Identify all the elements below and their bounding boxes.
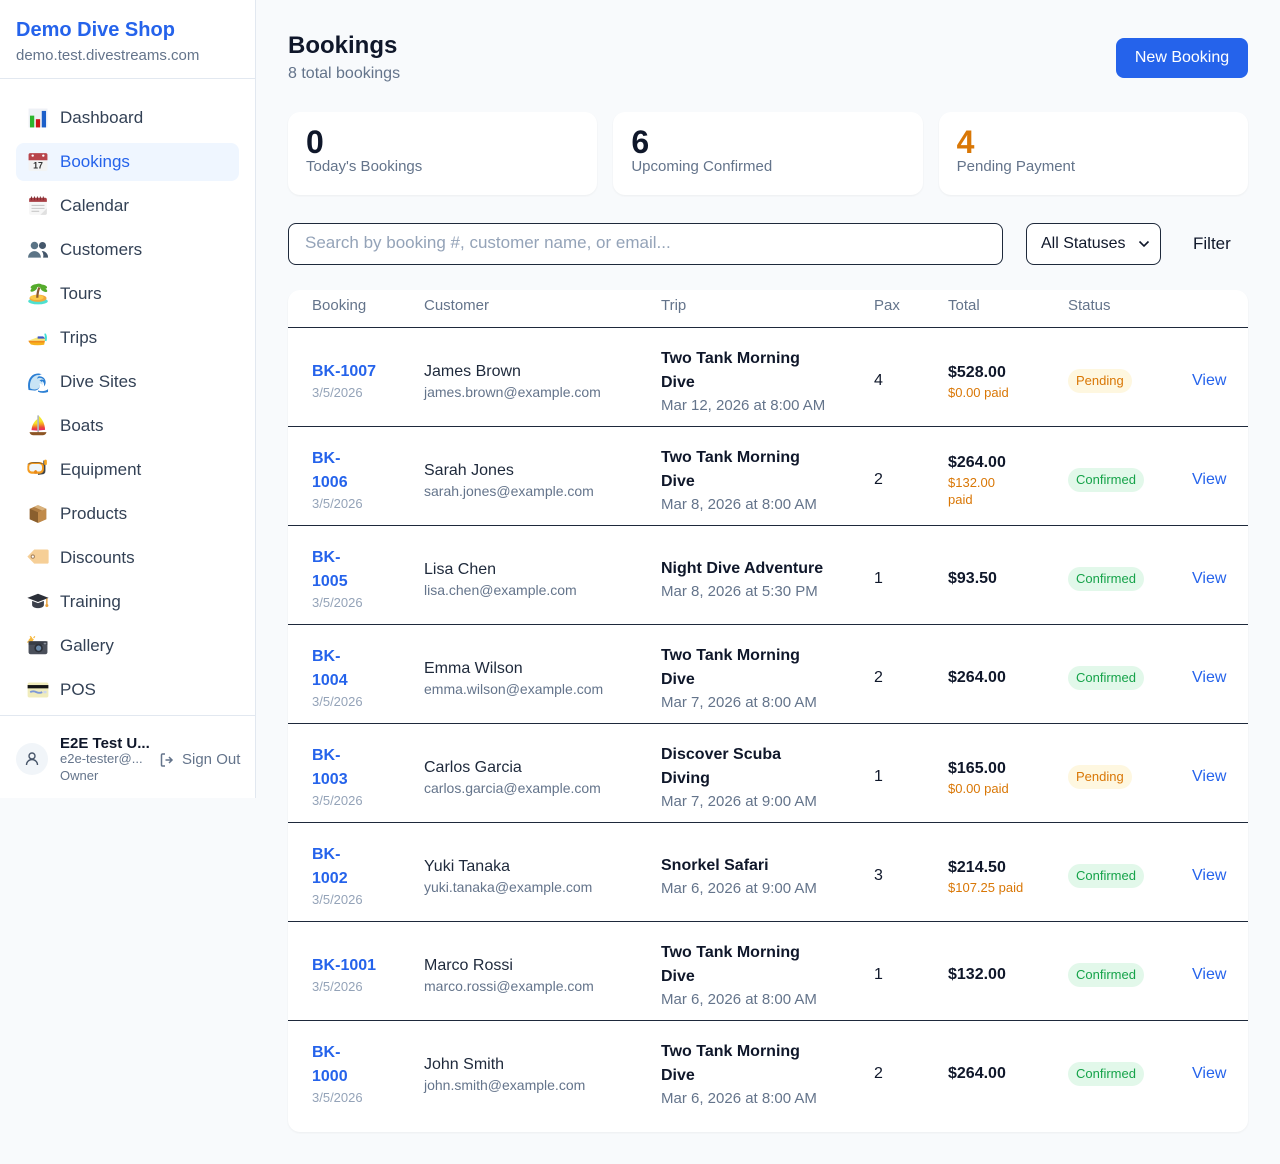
svg-text:17: 17 xyxy=(33,160,43,170)
